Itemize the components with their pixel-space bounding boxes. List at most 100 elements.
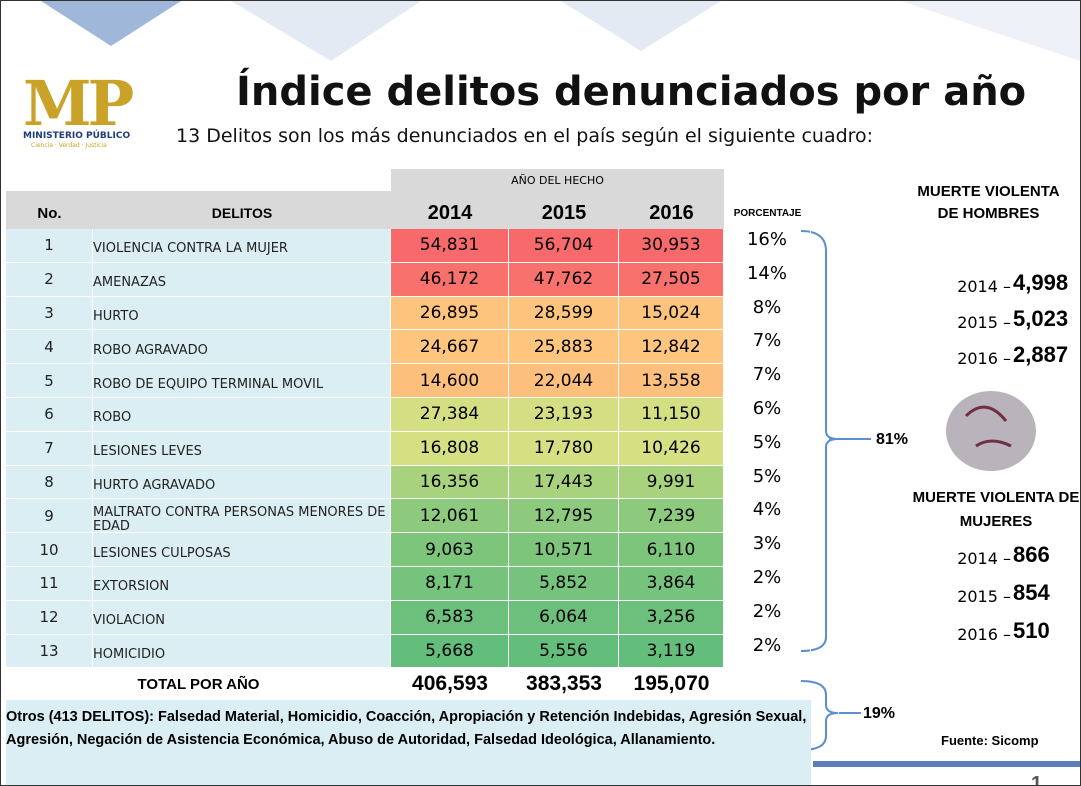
table-cell: 16,808 <box>391 431 509 466</box>
table-cell: 30,953 <box>619 229 724 263</box>
side-year: 2015 – <box>957 312 1011 332</box>
table-cell: 12,842 <box>619 330 724 365</box>
table-cell: 2% <box>724 600 811 635</box>
table-cell: 14,600 <box>391 364 509 398</box>
logo-motto: Ciencia · Verdad · Justicia <box>31 142 107 149</box>
table-cell: 46,172 <box>391 262 509 297</box>
table-cell: 27,384 <box>391 398 509 432</box>
table-cell: HURTO AGRAVADO <box>93 465 391 500</box>
table-cell: 16,356 <box>391 465 509 500</box>
total-value: 383,353 <box>526 672 602 696</box>
table-cell: 16% <box>724 229 811 263</box>
table-cell: 5% <box>724 431 811 466</box>
table-cell: ROBO <box>93 398 391 432</box>
table-cell: 9,063 <box>391 533 509 567</box>
column-header: No. <box>37 204 62 222</box>
table-cell: 17,443 <box>509 465 619 500</box>
table-cell: 12 <box>6 600 93 635</box>
table-cell: HOMICIDIO <box>93 634 391 669</box>
men-title: MUERTE VIOLENTA DE HOMBRES <box>917 183 1060 222</box>
total-label: TOTAL POR AÑO <box>137 675 260 693</box>
table-cell: LESIONES CULPOSAS <box>93 533 391 567</box>
column-header: DELITOS <box>211 205 273 221</box>
table-cell: 11 <box>6 567 93 601</box>
brace-label: 19% <box>863 705 896 722</box>
table-cell: 6,064 <box>509 600 619 635</box>
table-cell: 15,024 <box>619 296 724 331</box>
table-cell: 27,505 <box>619 262 724 297</box>
column-header: 2014 <box>391 191 509 229</box>
table-cell: 10,426 <box>619 431 724 466</box>
table-cell: 26,895 <box>391 296 509 331</box>
table-cell: 7% <box>724 364 811 398</box>
table-cell: 4 <box>6 330 93 365</box>
table-cell: 10 <box>6 533 93 567</box>
side-year: 2014 – <box>957 276 1011 296</box>
table-cell: 2 <box>6 262 93 297</box>
column-header: 2016 <box>619 191 724 229</box>
page-number: 1 <box>1031 773 1043 786</box>
logo-name: MINISTERIO PÚBLICO <box>23 131 131 141</box>
side-year: 2016 – <box>957 348 1011 368</box>
table-cell: VIOLACION <box>93 600 391 635</box>
table-cell: 8,171 <box>391 567 509 601</box>
table-cell: 14% <box>724 262 811 297</box>
table-cell: 5% <box>724 465 811 500</box>
side-year: 2015 – <box>957 586 1011 606</box>
brace-label: 81% <box>876 431 909 448</box>
table-cell: 28,599 <box>509 296 619 331</box>
table-cell: 5 <box>6 364 93 398</box>
table-cell: 5,556 <box>509 634 619 669</box>
table-cell: 24,667 <box>391 330 509 365</box>
table-cell: 3% <box>724 533 811 567</box>
table-cell: 8 <box>6 465 93 500</box>
table-cell: 6% <box>724 398 811 432</box>
table-cell: ROBO DE EQUIPO TERMINAL MOVIL <box>93 364 391 398</box>
side-value: 5,023 <box>1013 306 1069 331</box>
table-cell: 11,150 <box>619 398 724 432</box>
table-cell: 13,558 <box>619 364 724 398</box>
table-cell: 22,044 <box>509 364 619 398</box>
table-cell: 8% <box>724 296 811 331</box>
table-cell: 7,239 <box>619 499 724 534</box>
side-year: 2016 – <box>957 624 1011 644</box>
table-cell: 2% <box>724 634 811 669</box>
table-cell: 2% <box>724 567 811 601</box>
column-header: 2015 <box>509 191 619 229</box>
table-cell: 3,864 <box>619 567 724 601</box>
table-cell: 6 <box>6 398 93 432</box>
table-cell: 56,704 <box>509 229 619 263</box>
table-cell: 23,193 <box>509 398 619 432</box>
table-cell: 47,762 <box>509 262 619 297</box>
table-cell: 6,583 <box>391 600 509 635</box>
table-cell: MALTRATO CONTRA PERSONAS MENORES DE EDAD <box>93 499 391 533</box>
subtitle: 13 Delitos son los más denunciados en el… <box>176 125 874 147</box>
table-cell: 5,668 <box>391 634 509 669</box>
women-title: MUERTE VIOLENTA DE MUJERES <box>912 489 1080 530</box>
table-cell: 9 <box>6 499 93 534</box>
side-value: 854 <box>1013 580 1050 605</box>
title: Índice delitos denunciados por año <box>236 69 1027 115</box>
table-cell: 54,831 <box>391 229 509 263</box>
side-value: 4,998 <box>1013 270 1069 295</box>
side-year: 2014 – <box>957 548 1011 568</box>
table-cell: 1 <box>6 229 93 263</box>
total-value: 406,593 <box>412 672 488 696</box>
table-cell: 10,571 <box>509 533 619 567</box>
column-header: PORCENTAJE <box>733 207 802 219</box>
table-cell: 9,991 <box>619 465 724 500</box>
table-cell: 3,119 <box>619 634 724 669</box>
table-cell: 5,852 <box>509 567 619 601</box>
table-cell: 12,061 <box>391 499 509 534</box>
source: Fuente: Sicomp <box>941 733 1039 748</box>
table-cell: 3 <box>6 296 93 331</box>
table-cell: 6,110 <box>619 533 724 567</box>
table-cell: 13 <box>6 634 93 669</box>
table-cell: 7% <box>724 330 811 365</box>
group-header: AÑO DEL HECHO <box>391 169 724 191</box>
table-cell: 7 <box>6 431 93 466</box>
table-cell: 25,883 <box>509 330 619 365</box>
table-cell: EXTORSION <box>93 567 391 601</box>
